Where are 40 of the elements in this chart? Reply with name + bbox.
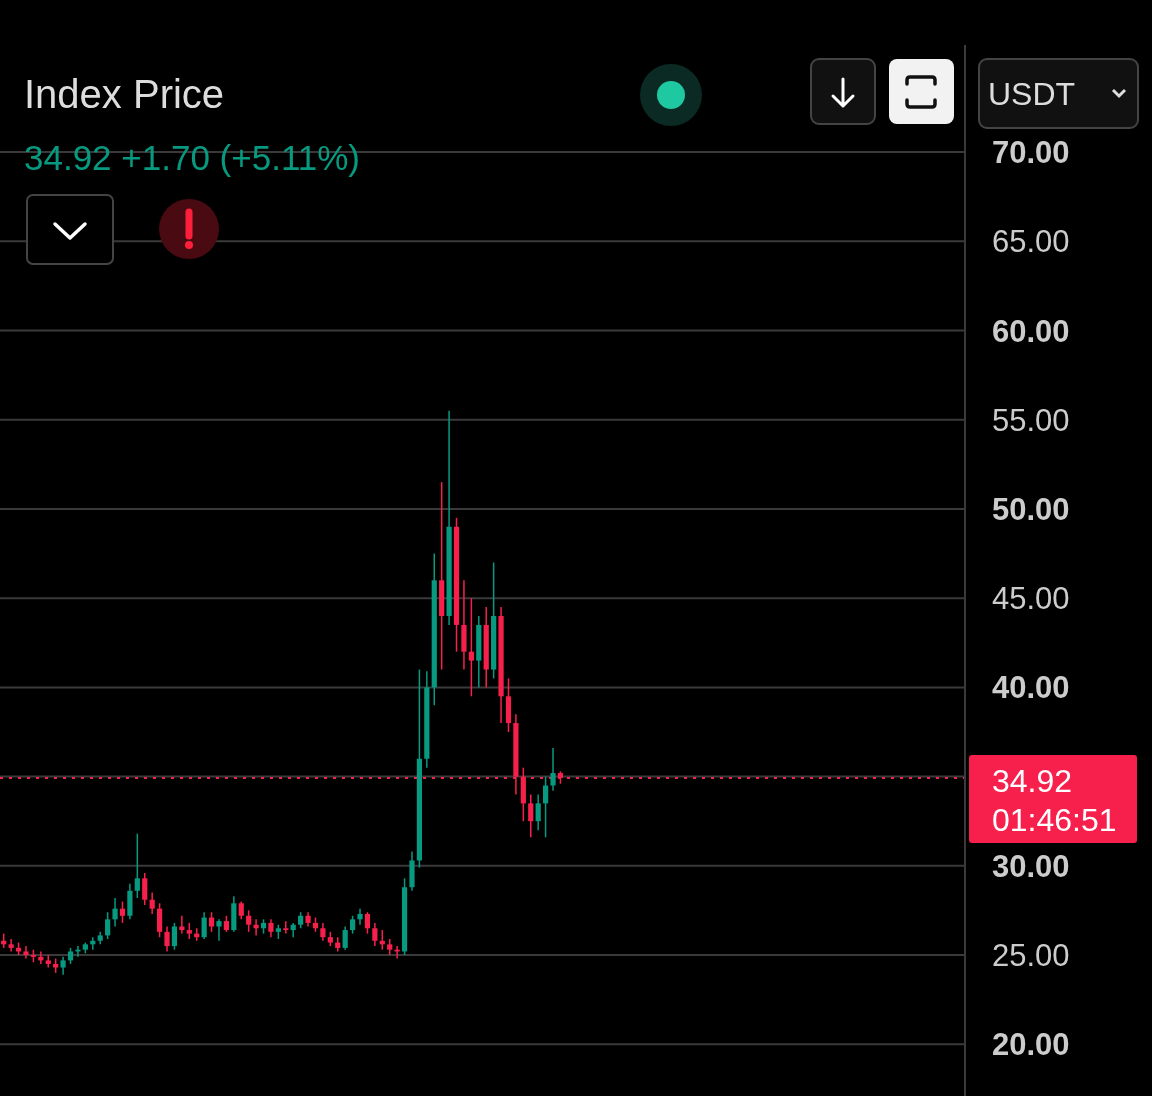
- candlestick: [253, 918, 259, 937]
- ref-line-label: 34.92: [992, 763, 1073, 800]
- candlestick: [468, 597, 474, 698]
- candlestick: [342, 925, 348, 951]
- y-tick-label: 65.00: [992, 224, 1070, 260]
- candlestick: [142, 872, 148, 906]
- y-tick-label: 70.00: [992, 135, 1070, 171]
- y-tick-label: 20.00: [992, 1027, 1070, 1063]
- candlestick: [528, 793, 534, 839]
- y-tick-label: 50.00: [992, 491, 1070, 527]
- candlestick: [164, 925, 170, 953]
- text: 01:46:51: [992, 802, 1117, 839]
- annotation: 34.92 +1.70 (+5.11%): [24, 138, 360, 177]
- y-tick-label: 25.00: [992, 938, 1070, 974]
- candlestick: [134, 832, 140, 899]
- candlestick: [364, 911, 371, 935]
- text: Index Price: [24, 72, 225, 116]
- candlestick: [535, 793, 541, 831]
- candlestick: [550, 747, 556, 792]
- candlestick: [246, 909, 252, 933]
- candlestick: [105, 911, 111, 940]
- candlestick: [543, 775, 549, 839]
- candlestick: [157, 902, 163, 938]
- y-tick-label: 55.00: [992, 402, 1070, 438]
- candlestick: [372, 922, 378, 947]
- candlestick: [179, 915, 185, 935]
- candlestick: [171, 922, 178, 951]
- y-tick-label: 30.00: [992, 848, 1070, 884]
- y-tick-label: 45.00: [992, 581, 1070, 617]
- text: USDT: [988, 76, 1076, 112]
- candlestick: [112, 897, 118, 928]
- y-tick-label: 40.00: [992, 670, 1070, 706]
- candlestick: [201, 911, 207, 940]
- candlestick: [149, 891, 155, 915]
- candlestick: [357, 907, 363, 926]
- candlestick: [23, 945, 29, 960]
- candlestick: [119, 900, 126, 924]
- candlestick: [283, 920, 289, 935]
- candlestick: [216, 918, 222, 942]
- y-tick-label: 60.00: [992, 313, 1070, 349]
